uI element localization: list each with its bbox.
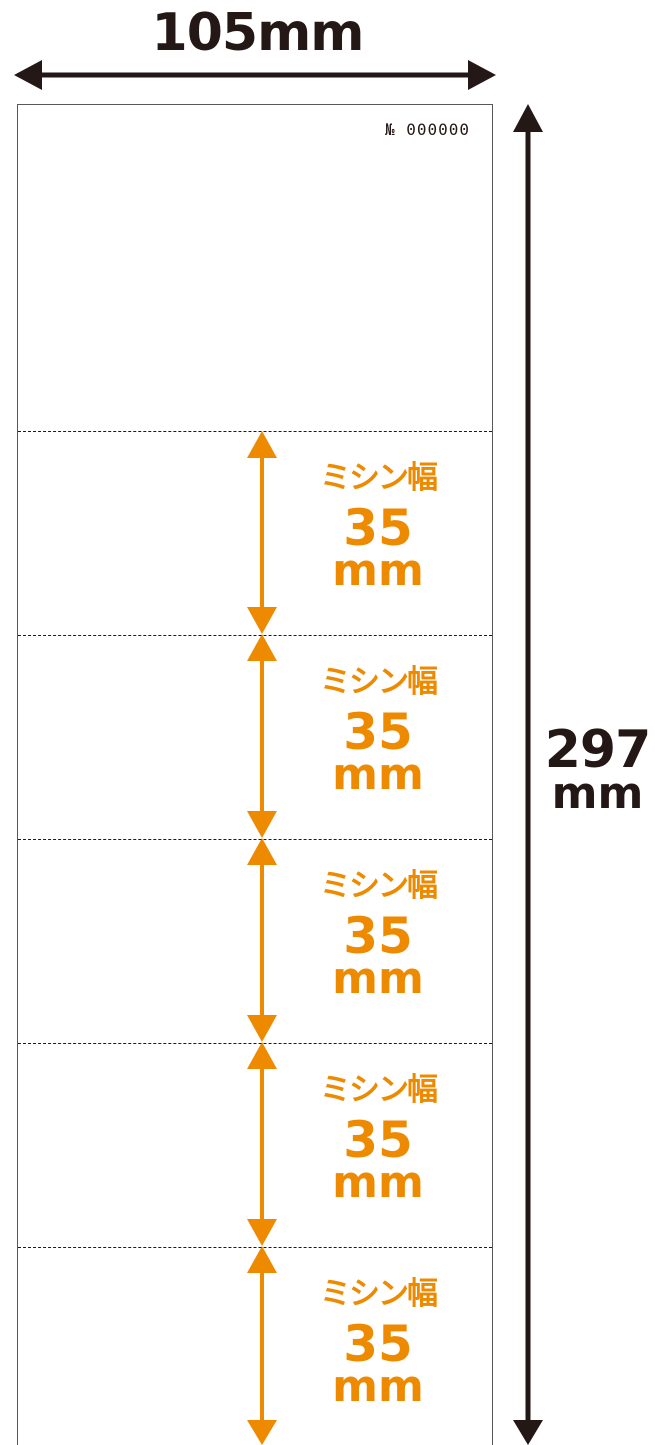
segment-value: 35 [343, 703, 413, 761]
width-dimension-label: 105mm [151, 3, 365, 63]
segment-value: 35 [343, 499, 413, 557]
segment-title: ミシン幅 [320, 868, 438, 904]
segment-label-1: ミシン幅 35 mm [288, 458, 468, 596]
height-arrow [513, 104, 543, 1445]
height-dimension-label: 297 mm [540, 720, 655, 819]
segment-value: 35 [343, 1111, 413, 1169]
segment-arrows [247, 431, 277, 1445]
segment-title: ミシン幅 [320, 1072, 438, 1108]
width-arrow [14, 60, 496, 90]
perforation-line-3 [18, 839, 492, 840]
segment-arrow-4 [247, 1042, 277, 1246]
ticket-sheet: № 000000 ミシン幅 35 mm ミシン幅 35 mm ミシン幅 35 m… [17, 104, 493, 1445]
segment-label-3: ミシン幅 35 mm [288, 866, 468, 1004]
segment-arrow-5 [247, 1246, 277, 1445]
segment-arrow-1 [247, 431, 277, 634]
segment-arrow-3 [247, 838, 277, 1042]
perforation-line-4 [18, 1043, 492, 1044]
segment-unit: mm [332, 749, 424, 800]
height-dimension-value: 297 [544, 720, 652, 780]
segment-title: ミシン幅 [320, 460, 438, 496]
perforation-line-5 [18, 1247, 492, 1248]
height-dimension-unit: mm [551, 768, 644, 819]
serial-number: № 000000 [384, 120, 470, 139]
segment-unit: mm [332, 545, 424, 596]
segment-arrow-2 [247, 634, 277, 838]
segment-label-5: ミシン幅 35 mm [288, 1274, 468, 1412]
segment-unit: mm [332, 1157, 424, 1208]
perforation-line-1 [18, 431, 492, 432]
segment-value: 35 [343, 1315, 413, 1373]
segment-value: 35 [343, 907, 413, 965]
segment-unit: mm [332, 1361, 424, 1412]
perforation-line-2 [18, 635, 492, 636]
segment-unit: mm [332, 953, 424, 1004]
segment-title: ミシン幅 [320, 664, 438, 700]
segment-title: ミシン幅 [320, 1276, 438, 1312]
segment-label-4: ミシン幅 35 mm [288, 1070, 468, 1208]
segment-label-2: ミシン幅 35 mm [288, 662, 468, 800]
